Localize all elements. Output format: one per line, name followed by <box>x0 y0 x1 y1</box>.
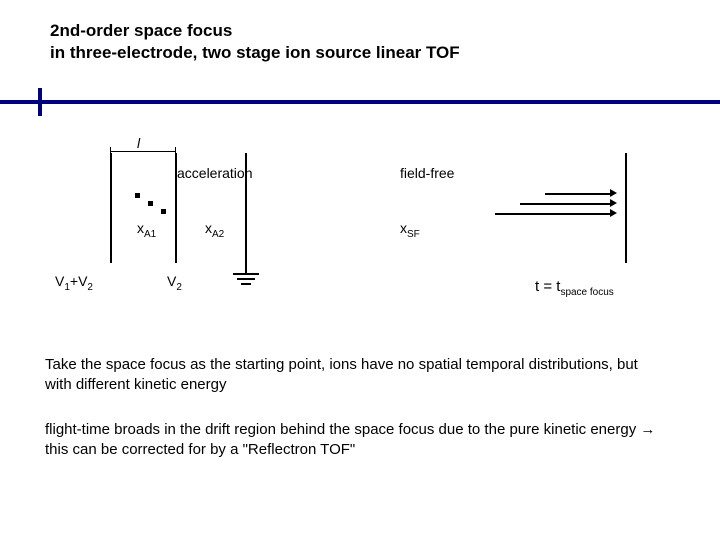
label-field-free: field-free <box>400 165 454 181</box>
ion-dot <box>148 201 153 206</box>
ion-trajectory <box>495 213 610 215</box>
ion-trajectory <box>520 203 610 205</box>
dim-label-l: l <box>137 135 140 151</box>
label-xa2: xA2 <box>205 220 224 240</box>
ion-arrow <box>610 199 617 207</box>
ion-dot <box>161 209 166 214</box>
dim-line-l <box>110 151 175 152</box>
title-line2: in three-electrode, two stage ion source… <box>50 43 460 62</box>
label-v2: V2 <box>167 273 182 293</box>
ion-dot <box>135 193 140 198</box>
label-v1v2: V1+V2 <box>55 273 93 293</box>
paragraph-2: flight-time broads in the drift region b… <box>45 420 665 461</box>
ion-arrow <box>610 189 617 197</box>
label-acceleration: acceleration <box>177 165 253 181</box>
tof-diagram: l acceleration field-free xA1 xA2 xSF V1… <box>45 145 665 315</box>
label-xa1: xA1 <box>137 220 156 240</box>
title-rule-tick <box>38 88 42 116</box>
label-t-space-focus: t = tspace focus <box>535 278 614 298</box>
ion-trajectory <box>545 193 610 195</box>
title-line1: 2nd-order space focus <box>50 21 232 40</box>
electrode-1 <box>110 153 112 263</box>
paragraph-1: Take the space focus as the starting poi… <box>45 355 665 396</box>
detector-plate <box>625 153 627 263</box>
title-rule <box>0 100 720 104</box>
page-title: 2nd-order space focus in three-electrode… <box>50 20 460 64</box>
ion-arrow <box>610 209 617 217</box>
label-xsf: xSF <box>400 220 420 240</box>
